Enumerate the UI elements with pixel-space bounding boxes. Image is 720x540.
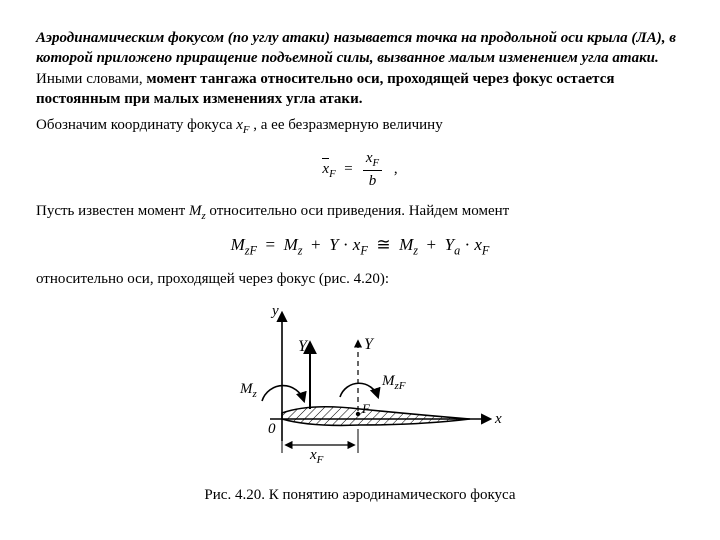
focus-text: относительно оси, проходящей через фокус… [36,271,389,287]
eq2-t7s: F [482,243,489,257]
figure-caption: Рис. 4.20. К понятию аэродинамического ф… [36,485,684,505]
eq2-t6s: a [454,243,460,257]
eq1-tail: , [394,161,398,177]
eq2-t2s: z [298,243,303,257]
paragraph-focus: относительно оси, проходящей через фокус… [36,269,684,289]
focus-label: F [361,401,371,416]
eq2-t1: M [231,235,245,254]
notation-tail: , а ее безразмерную величину [253,117,442,133]
equation-1: xF = xF b , [36,148,684,192]
moment-intro: Пусть известен момент [36,203,185,219]
paragraph-definition: Аэродинамическим фокусом (по углу атаки)… [36,28,684,109]
y-axis-label: y [270,303,279,319]
eq2-eq: = [266,235,276,254]
eq2-mul: · [343,235,349,254]
moment-mzf-label: MzF [381,373,406,392]
eq2-t5s: z [413,243,418,257]
figure-svg: y x 0 Y Mz Y F MzF xF [210,301,510,471]
figure-4-20: y x 0 Y Mz Y F MzF xF [36,301,684,477]
lift-label-y1: Y [298,338,309,355]
focus-point [356,412,360,416]
eq2-t4s: F [360,243,367,257]
paragraph-moment: Пусть известен момент Mz относительно ос… [36,201,684,224]
eq2-approx: ≅ [376,235,390,254]
equation-2: MzF = Mz + Y · xF ≅ Mz + Ya · xF [36,234,684,259]
eq2-t7: x [474,235,482,254]
eq2-t5: M [399,235,413,254]
moment-mz-arc [262,386,304,401]
lift-label-y2: Y [364,336,375,353]
eq2-t1s: zF [245,243,257,257]
moment-mz-label: Mz [239,381,258,400]
eq2-plus2: + [427,235,437,254]
symbol-mz-inline: Mz [189,203,209,219]
eq1-lhs: x [322,158,329,179]
link-words: Иными словами, [36,71,143,87]
definition-text: Аэродинамическим фокусом (по углу атаки)… [36,30,676,66]
dim-label-xf: xF [309,447,324,466]
eq1-lhs-sub: F [329,168,336,180]
moment-tail: относительно оси приведения. Найдем моме… [209,203,509,219]
eq2-mul2: · [464,235,470,254]
airfoil-shape [282,407,470,426]
eq2-t6: Y [445,235,454,254]
symbol-xf-inline: xF [236,117,253,133]
moment-mzf-arc [340,383,378,397]
eq1-frac: xF b [363,148,382,192]
eq2-t3: Y [329,235,338,254]
notation-intro: Обозначим координату фокуса [36,117,232,133]
eq2-plus: + [311,235,321,254]
paragraph-notation: Обозначим координату фокуса xF , а ее бе… [36,115,684,138]
x-axis-label: x [494,411,502,427]
eq1-lhs-sym: x [322,161,329,177]
origin-label: 0 [268,421,276,437]
eq1-num-sub: F [372,157,379,169]
eq2-t2: M [284,235,298,254]
eq1-den: b [363,171,382,191]
